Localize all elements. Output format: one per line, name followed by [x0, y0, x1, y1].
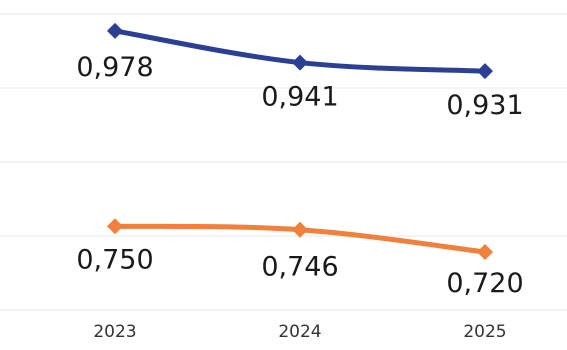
x-tick-label-2025: 2025	[463, 322, 506, 342]
series-2-data-label-2024: 0,746	[261, 252, 338, 283]
series-layer	[107, 23, 493, 260]
series-2-point-2025	[477, 244, 493, 260]
x-tick-label-2023: 2023	[93, 322, 136, 342]
series-2-point-2024	[292, 222, 308, 238]
x-tick-label-2024: 2024	[278, 322, 321, 342]
series-2-point-2023	[107, 218, 123, 234]
series-1-data-label-2023: 0,978	[76, 52, 153, 83]
series-1-data-label-2024: 0,941	[261, 82, 338, 113]
series-1-point-2024	[292, 55, 308, 71]
data-label-layer: 0,978 0,941 0,931 0,750 0,746 0,720	[76, 52, 523, 299]
series-2-data-label-2023: 0,750	[76, 244, 153, 275]
series-2-data-label-2025: 0,720	[446, 268, 523, 299]
series-1-data-label-2025: 0,931	[446, 90, 523, 121]
series-1-point-2023	[107, 23, 123, 39]
x-axis-tick-labels: 2023 2024 2025	[93, 322, 506, 342]
series-1-point-2025	[477, 63, 493, 79]
